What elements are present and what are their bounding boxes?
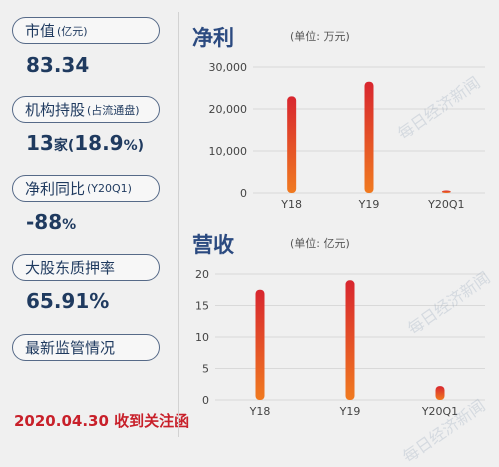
bar-Y19	[364, 81, 374, 193]
bar-Y20Q1	[441, 190, 451, 193]
metric-value-market-cap: 83.34	[26, 53, 89, 77]
metric-label-pledge-rate: 大股东质押率	[12, 254, 160, 281]
y-tick-label: 20	[195, 268, 209, 281]
metric-value-profit-yoy: -88%	[26, 210, 76, 234]
bar-Y18	[255, 289, 265, 400]
y-tick-label: 5	[202, 363, 209, 376]
bar-Y19	[345, 280, 355, 400]
chart-unit-revenue: (单位: 亿元)	[290, 237, 350, 250]
metric-value-text: 13	[26, 131, 54, 155]
y-tick-label: 15	[195, 300, 209, 313]
metric-label-text: 机构持股	[25, 101, 86, 119]
chart-title-revenue: 营收	[192, 233, 234, 257]
metric-label-sub: (Y20Q1)	[87, 182, 132, 195]
metric-label-sub: (亿元)	[57, 24, 88, 38]
y-tick-label: 0	[202, 394, 209, 407]
metric-value-text: 18.9	[74, 131, 124, 155]
x-tick-label: Y20Q1	[427, 198, 464, 211]
x-tick-label: Y19	[339, 405, 361, 418]
bar-Y20Q1	[435, 386, 445, 400]
y-tick-label: 30,000	[209, 61, 248, 74]
chart-title-net-profit: 净利	[192, 26, 234, 50]
x-tick-label: Y20Q1	[421, 405, 458, 418]
metric-value-text: 83.34	[26, 53, 90, 77]
net-profit-chart: 0 10,000 20,000 30,000 Y18 Y19 Y20Q1	[209, 61, 485, 211]
metric-label-text: 市值	[25, 22, 56, 40]
metric-label-sub: (占流通盘)	[87, 103, 140, 117]
metric-label-text: 最新监管情况	[25, 339, 116, 357]
y-tick-label: 10	[195, 331, 209, 344]
x-tick-label: Y18	[249, 405, 271, 418]
revenue-chart: 0 5 10 15 20 Y18 Y19 Y20Q1	[195, 268, 485, 418]
bar-Y18	[287, 96, 297, 193]
y-tick-label: 20,000	[209, 103, 248, 116]
metric-value-unit: %)	[123, 138, 145, 154]
metric-label-text: 净利同比	[25, 180, 86, 198]
metric-label-market-cap: 市值 (亿元)	[12, 17, 160, 44]
y-tick-label: 10,000	[209, 145, 248, 158]
x-tick-label: Y18	[280, 198, 302, 211]
metric-value-unit: 家(	[53, 138, 75, 154]
regulatory-notice: 2020.04.30 收到关注函	[14, 412, 190, 430]
metric-value-pledge-rate: 65.91%	[26, 289, 109, 313]
x-tick-label: Y19	[358, 198, 380, 211]
metric-label-institutional: 机构持股 (占流通盘)	[12, 96, 160, 123]
metric-value-text: -88	[26, 210, 63, 234]
metric-value-institutional: 13家(18.9%)	[26, 131, 144, 155]
metric-value-unit: %	[62, 217, 77, 233]
metric-label-text: 大股东质押率	[25, 259, 116, 277]
metric-label-profit-yoy: 净利同比 (Y20Q1)	[12, 175, 160, 202]
panel-divider	[178, 12, 179, 437]
metric-label-regulatory: 最新监管情况	[12, 334, 160, 361]
y-tick-label: 0	[240, 187, 247, 200]
chart-unit-net-profit: (单位: 万元)	[290, 30, 350, 43]
metric-value-text: 65.91%	[26, 289, 110, 313]
